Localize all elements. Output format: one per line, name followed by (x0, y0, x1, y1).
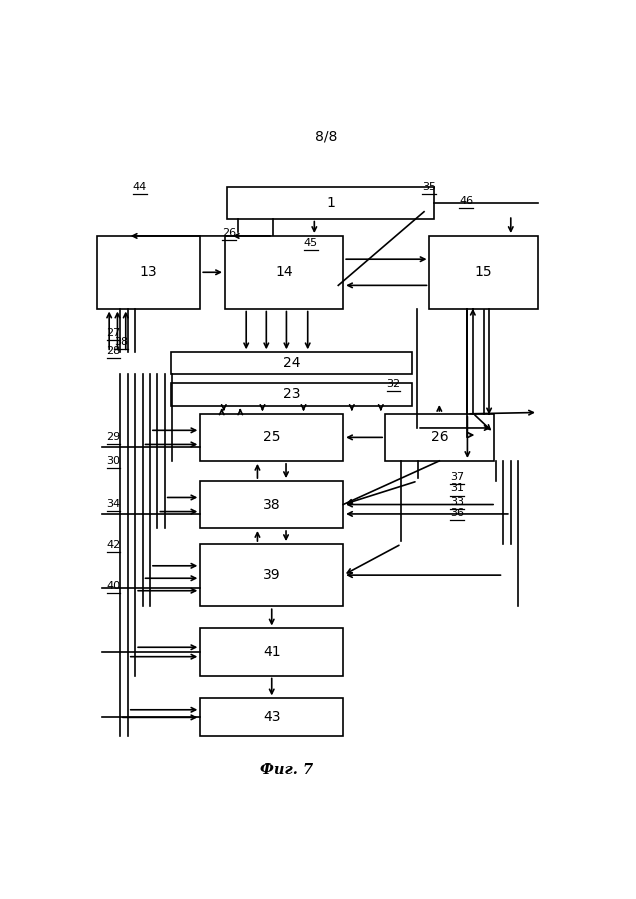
Text: 43: 43 (263, 710, 280, 725)
Text: 41: 41 (263, 645, 280, 659)
Text: 37: 37 (450, 472, 464, 482)
Text: 13: 13 (140, 265, 157, 280)
Text: 24: 24 (282, 356, 300, 370)
Text: 26: 26 (223, 228, 237, 238)
Text: 31: 31 (450, 484, 464, 494)
Text: 25: 25 (263, 431, 280, 444)
Bar (200, 699, 343, 736)
Text: 28: 28 (107, 346, 121, 356)
Text: 45: 45 (304, 238, 318, 248)
Text: 15: 15 (475, 265, 492, 280)
Text: 8/8: 8/8 (315, 130, 337, 144)
Bar (225, 236, 343, 308)
Text: 38: 38 (114, 337, 128, 347)
Text: 14: 14 (275, 265, 293, 280)
Text: 32: 32 (387, 378, 401, 389)
Bar (97, 236, 200, 308)
Text: 29: 29 (107, 432, 121, 441)
Bar (170, 383, 412, 405)
Text: Фиг. 7: Фиг. 7 (260, 762, 313, 777)
Text: 1: 1 (326, 196, 335, 210)
Text: 35: 35 (422, 182, 436, 192)
Bar (170, 352, 412, 374)
Text: 26: 26 (431, 431, 448, 444)
Bar (200, 628, 343, 675)
Text: 34: 34 (107, 499, 121, 510)
Bar (200, 481, 343, 528)
Text: 36: 36 (450, 508, 464, 519)
Text: 44: 44 (133, 182, 147, 192)
Bar (385, 414, 494, 461)
Text: 42: 42 (107, 539, 121, 549)
Bar (200, 414, 343, 461)
Bar (200, 544, 343, 606)
Text: 39: 39 (263, 568, 280, 583)
Text: 23: 23 (282, 387, 300, 402)
Text: 40: 40 (107, 581, 121, 591)
Bar (429, 236, 538, 308)
Text: 30: 30 (107, 456, 121, 466)
Text: 33: 33 (450, 496, 464, 507)
Text: 46: 46 (459, 196, 473, 206)
Bar (228, 188, 434, 218)
Text: 38: 38 (263, 497, 280, 512)
Text: 27: 27 (107, 328, 121, 338)
